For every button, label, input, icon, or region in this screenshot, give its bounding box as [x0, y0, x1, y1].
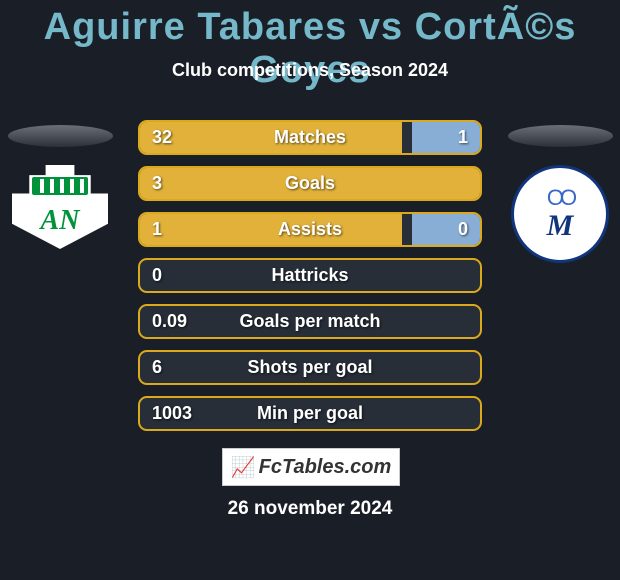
left-team-crest: AN: [12, 165, 108, 249]
page-subtitle: Club competitions, Season 2024: [0, 60, 620, 81]
stat-value-right: 0: [458, 214, 468, 245]
stat-bar: 3Goals: [138, 166, 482, 201]
stat-label: Assists: [140, 214, 480, 245]
stat-bar: 1Assists0: [138, 212, 482, 247]
footer-date: 26 november 2024: [0, 498, 620, 520]
brand-text: FcTables.com: [259, 456, 392, 479]
stat-label: Goals per match: [140, 306, 480, 337]
stat-bar: 32Matches1: [138, 120, 482, 155]
stat-value-right: 1: [458, 122, 468, 153]
crest-initials: AN: [12, 205, 108, 237]
stat-bar: 1003Min per goal: [138, 396, 482, 431]
crest-wall: [32, 177, 88, 195]
left-player-column: AN: [5, 125, 115, 249]
crest-letter: M: [547, 211, 574, 241]
stat-bar: 0Hattricks: [138, 258, 482, 293]
stat-bars: 32Matches13Goals1Assists00Hattricks0.09G…: [138, 120, 482, 431]
brand-logo: 📈 FcTables.com: [222, 448, 400, 486]
stat-label: Matches: [140, 122, 480, 153]
stat-label: Hattricks: [140, 260, 480, 291]
brand-chart-icon: 📈: [231, 455, 256, 480]
right-player-column: OO M: [505, 125, 615, 263]
stat-label: Goals: [140, 168, 480, 199]
player-shadow: [8, 125, 113, 147]
player-shadow: [508, 125, 613, 147]
stat-bar: 6Shots per goal: [138, 350, 482, 385]
right-team-crest: OO M: [511, 165, 609, 263]
stat-label: Shots per goal: [140, 352, 480, 383]
stat-label: Min per goal: [140, 398, 480, 429]
crest-rings: OO: [547, 187, 573, 209]
stat-bar: 0.09Goals per match: [138, 304, 482, 339]
